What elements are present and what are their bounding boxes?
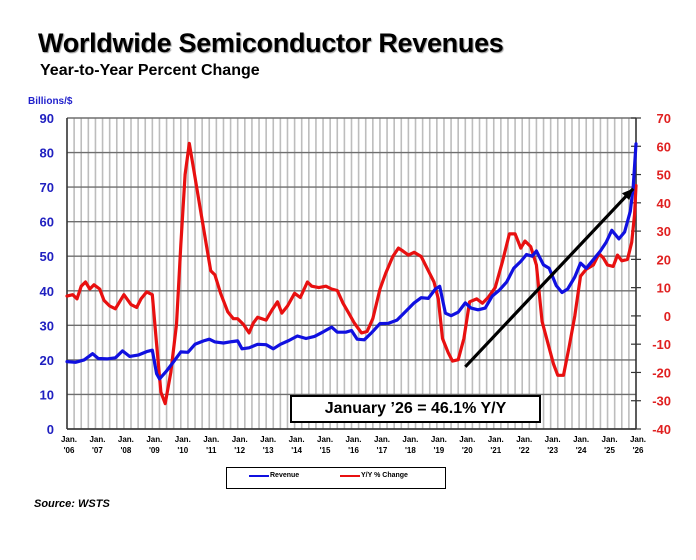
x-tick-label-top: Jan. xyxy=(402,435,418,444)
x-tick-label-bottom: '18 xyxy=(405,446,416,455)
x-tick-label-bottom: '23 xyxy=(547,446,558,455)
right-tick-label: 70 xyxy=(657,111,671,126)
right-tick-label: 0 xyxy=(664,309,671,324)
left-tick-label: 0 xyxy=(47,422,54,437)
x-tick-label-bottom: '22 xyxy=(519,446,530,455)
x-tick-label-top: Jan. xyxy=(232,435,248,444)
left-tick-label: 70 xyxy=(40,180,54,195)
x-tick-label-bottom: '08 xyxy=(120,446,131,455)
x-tick-label-bottom: '25 xyxy=(604,446,615,455)
legend-item-revenue: Revenue xyxy=(249,472,299,479)
x-tick-label-bottom: '21 xyxy=(490,446,501,455)
left-tick-label: 20 xyxy=(40,353,54,368)
arrow-shaft xyxy=(464,187,635,368)
right-tick-label: -10 xyxy=(652,337,671,352)
x-tick-label-top: Jan. xyxy=(260,435,276,444)
x-tick-label-top: Jan. xyxy=(89,435,105,444)
x-tick-label-bottom: '06 xyxy=(64,446,75,455)
axes: 0 10 20 30 40 50 60 70 80 90 -40 -30 -20 -10 0 10 20 30 40… xyxy=(40,111,671,455)
series-lines xyxy=(65,141,638,406)
x-tick-label-top: Jan. xyxy=(118,435,134,444)
x-tick-label-top: Jan. xyxy=(431,435,447,444)
legend-swatch-yy-change xyxy=(340,474,360,477)
x-tick-label-bottom: '10 xyxy=(177,446,188,455)
x-tick-label-bottom: '13 xyxy=(263,446,274,455)
left-tick-label: 80 xyxy=(40,146,54,161)
x-tick-label-top: Jan. xyxy=(345,435,361,444)
left-axis-label: Billions/$ xyxy=(28,96,73,107)
x-tick-label-top: Jan. xyxy=(203,435,219,444)
left-tick-label: 10 xyxy=(40,387,54,402)
x-tick-label-top: Jan. xyxy=(289,435,305,444)
x-tick-label-bottom: '11 xyxy=(206,446,217,455)
x-tick-label-bottom: '26 xyxy=(633,446,644,455)
x-tick-label-bottom: '09 xyxy=(149,446,160,455)
x-tick-label-bottom: '12 xyxy=(234,446,245,455)
left-tick-label: 30 xyxy=(40,318,54,333)
series-line-y-y-change xyxy=(65,141,638,406)
legend-item-yy-change: Y/Y % Change xyxy=(340,472,408,479)
arrow-head xyxy=(621,188,634,201)
x-tick-label-top: Jan. xyxy=(545,435,561,444)
x-tick-label-bottom: '15 xyxy=(320,446,331,455)
x-tick-label-top: Jan. xyxy=(630,435,646,444)
series-line-revenue xyxy=(65,142,638,381)
x-tick-label-top: Jan. xyxy=(317,435,333,444)
x-tick-label-bottom: '24 xyxy=(576,446,587,455)
x-tick-label-bottom: '14 xyxy=(291,446,302,455)
legend-label-revenue: Revenue xyxy=(270,472,300,479)
x-tick-label-bottom: '16 xyxy=(348,446,359,455)
right-tick-label: -20 xyxy=(652,365,671,380)
x-tick-label-top: Jan. xyxy=(602,435,618,444)
x-tick-label-top: Jan. xyxy=(573,435,589,444)
x-tick-label-top: Jan. xyxy=(459,435,475,444)
x-tick-label-top: Jan. xyxy=(488,435,504,444)
right-tick-label: 60 xyxy=(657,139,671,154)
x-tick-label-top: Jan. xyxy=(516,435,532,444)
x-tick-label-top: Jan. xyxy=(146,435,162,444)
left-tick-label: 50 xyxy=(40,249,54,264)
left-tick-label: 90 xyxy=(40,111,54,126)
legend: Revenue Y/Y % Change xyxy=(226,467,446,489)
right-tick-label: -40 xyxy=(652,422,671,437)
legend-swatch-revenue xyxy=(249,474,269,477)
right-tick-label: 20 xyxy=(657,252,671,267)
chart-title: Worldwide Semiconductor Revenues xyxy=(38,28,504,58)
x-tick-label-top: Jan. xyxy=(175,435,191,444)
right-tick-label: 40 xyxy=(657,196,671,211)
annotation-box: January ’26 = 46.1% Y/Y xyxy=(290,395,541,423)
chart-subtitle: Year-to-Year Percent Change xyxy=(40,62,260,79)
right-tick-label: 30 xyxy=(657,224,671,239)
left-tick-label: 40 xyxy=(40,284,54,299)
x-tick-label-top: Jan. xyxy=(61,435,77,444)
grid xyxy=(67,117,636,430)
x-tick-label-top: Jan. xyxy=(374,435,390,444)
x-tick-label-bottom: '19 xyxy=(433,446,444,455)
left-tick-label: 60 xyxy=(40,215,54,230)
right-tick-label: 50 xyxy=(657,168,671,183)
right-tick-label: 10 xyxy=(657,281,671,296)
legend-label-yy-change: Y/Y % Change xyxy=(361,472,408,479)
x-tick-label-bottom: '20 xyxy=(462,446,473,455)
source-note: Source: WSTS xyxy=(34,498,110,510)
trend-arrow xyxy=(464,187,635,368)
x-tick-label-bottom: '07 xyxy=(92,446,103,455)
x-tick-label-bottom: '17 xyxy=(377,446,388,455)
right-tick-label: -30 xyxy=(652,394,671,409)
